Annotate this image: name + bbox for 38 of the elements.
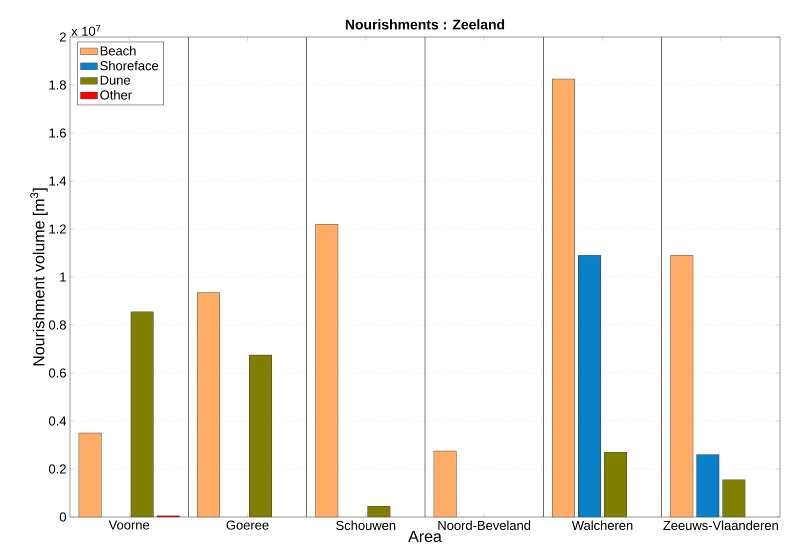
y-axis-title: Nourishment volume [m$^{3}$] — [30, 188, 48, 366]
bar — [78, 432, 102, 518]
legend-label: Shoreface — [100, 60, 158, 70]
y-tick-label: 0 — [60, 512, 66, 522]
y-tick-label: 0.8 — [48, 320, 66, 330]
text: x 10$^{7}$ — [71, 25, 100, 36]
chart-title: Nourishments : Zeeland — [346, 19, 504, 30]
bar — [722, 480, 746, 518]
x-tick-label: Schouwen — [336, 520, 396, 530]
y-tick-label: 1 — [60, 272, 66, 282]
y-tick-label: 2 — [60, 32, 66, 42]
y-tick-label: 1.4 — [49, 176, 66, 186]
bar — [130, 312, 154, 518]
x-tick-label: Noord-Beveland — [438, 520, 530, 530]
y-tick-label: 0.4 — [48, 416, 66, 426]
y-tick-label: 1.8 — [49, 80, 66, 90]
bar — [578, 255, 601, 518]
bar — [197, 292, 220, 518]
bar — [367, 506, 390, 518]
x-axis-title: Area — [408, 530, 442, 542]
y-tick-label: 1.6 — [49, 128, 66, 138]
x-tick-label: Walcheren — [572, 520, 632, 530]
legend-label: Dune — [100, 76, 130, 85]
y-tick-label: 0.6 — [48, 368, 66, 378]
x-tick-label: Zeeuws-Vlaanderen — [663, 520, 778, 530]
y-tick-label: 1.2 — [49, 224, 66, 234]
legend-label: Other — [100, 90, 132, 100]
y-tick-label: 0.2 — [48, 464, 66, 474]
x-tick-label: Voorne — [108, 520, 150, 530]
x-tick-label: Goeree — [226, 520, 269, 530]
bar — [604, 452, 627, 518]
bar — [670, 255, 694, 518]
bar — [696, 454, 720, 518]
bar — [552, 78, 575, 518]
legend-label: Beach — [100, 46, 136, 56]
bar — [434, 450, 457, 518]
bar — [249, 354, 272, 518]
bar — [315, 224, 338, 518]
